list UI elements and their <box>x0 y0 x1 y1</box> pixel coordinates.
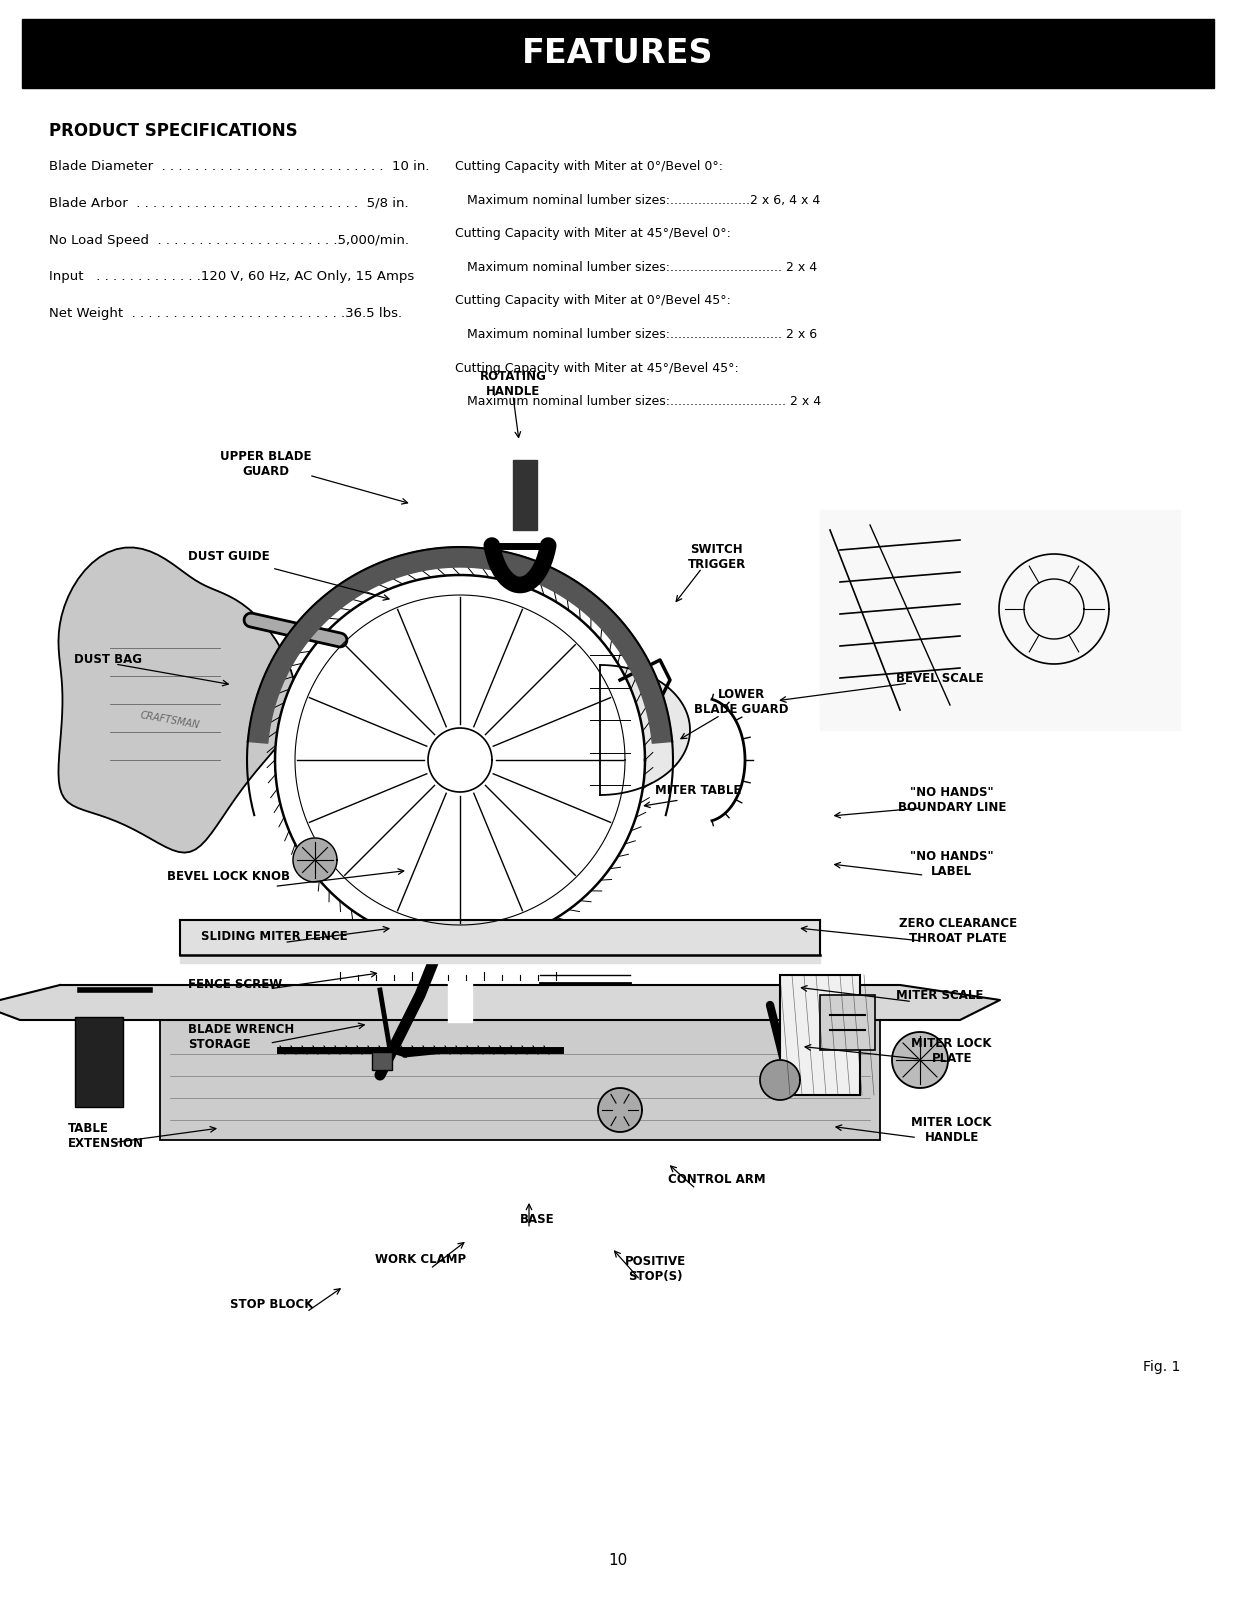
Text: BEVEL SCALE: BEVEL SCALE <box>896 672 983 685</box>
Text: SLIDING MITER FENCE: SLIDING MITER FENCE <box>201 930 349 942</box>
Text: BASE: BASE <box>520 1213 555 1226</box>
Polygon shape <box>598 1088 641 1131</box>
Text: Cutting Capacity with Miter at 0°/Bevel 0°:: Cutting Capacity with Miter at 0°/Bevel … <box>455 160 723 173</box>
Text: Cutting Capacity with Miter at 0°/Bevel 45°:: Cutting Capacity with Miter at 0°/Bevel … <box>455 294 730 307</box>
Polygon shape <box>513 461 536 530</box>
Bar <box>819 995 875 1050</box>
Text: Blade Diameter  . . . . . . . . . . . . . . . . . . . . . . . . . . .  10 in.: Blade Diameter . . . . . . . . . . . . .… <box>49 160 430 173</box>
Text: FEATURES: FEATURES <box>523 37 713 70</box>
Text: Maximum nominal lumber sizes:............................. 2 x 4: Maximum nominal lumber sizes:...........… <box>455 395 821 408</box>
Text: WORK CLAMP: WORK CLAMP <box>375 1253 466 1266</box>
Text: Net Weight  . . . . . . . . . . . . . . . . . . . . . . . . . .36.5 lbs.: Net Weight . . . . . . . . . . . . . . .… <box>49 307 403 320</box>
Bar <box>75 1018 124 1107</box>
Text: POSITIVE
STOP(S): POSITIVE STOP(S) <box>624 1254 686 1283</box>
Text: CRAFTSMAN: CRAFTSMAN <box>140 710 200 730</box>
Text: Fig. 1: Fig. 1 <box>1143 1360 1180 1374</box>
Text: DUST GUIDE: DUST GUIDE <box>188 550 269 563</box>
Polygon shape <box>428 728 492 792</box>
Polygon shape <box>599 666 690 795</box>
Text: ROTATING
HANDLE: ROTATING HANDLE <box>480 370 546 398</box>
Text: FENCE SCREW: FENCE SCREW <box>188 978 282 990</box>
Text: UPPER BLADE
GUARD: UPPER BLADE GUARD <box>220 450 311 478</box>
Text: BEVEL LOCK KNOB: BEVEL LOCK KNOB <box>167 870 290 883</box>
Text: MITER LOCK
HANDLE: MITER LOCK HANDLE <box>911 1115 993 1144</box>
Polygon shape <box>819 510 1180 730</box>
Bar <box>780 974 860 1094</box>
Text: Input   . . . . . . . . . . . . .120 V, 60 Hz, AC Only, 15 Amps: Input . . . . . . . . . . . . .120 V, 60… <box>49 270 415 283</box>
Bar <box>22 19 1214 88</box>
Text: "NO HANDS"
LABEL: "NO HANDS" LABEL <box>910 850 994 878</box>
Polygon shape <box>247 547 672 742</box>
Polygon shape <box>293 838 337 882</box>
Polygon shape <box>0 986 1000 1021</box>
Text: Cutting Capacity with Miter at 45°/Bevel 0°:: Cutting Capacity with Miter at 45°/Bevel… <box>455 227 730 240</box>
Polygon shape <box>180 920 819 963</box>
Polygon shape <box>447 982 472 1022</box>
Text: PRODUCT SPECIFICATIONS: PRODUCT SPECIFICATIONS <box>49 122 298 139</box>
Polygon shape <box>58 547 297 853</box>
Text: DUST BAG: DUST BAG <box>74 653 142 666</box>
Text: LOWER
BLADE GUARD: LOWER BLADE GUARD <box>695 688 789 717</box>
Text: MITER LOCK
PLATE: MITER LOCK PLATE <box>911 1037 993 1066</box>
Text: STOP BLOCK: STOP BLOCK <box>230 1298 314 1310</box>
Text: Maximum nominal lumber sizes:............................ 2 x 6: Maximum nominal lumber sizes:...........… <box>455 328 817 341</box>
Text: No Load Speed  . . . . . . . . . . . . . . . . . . . . . .5,000/min.: No Load Speed . . . . . . . . . . . . . … <box>49 234 409 246</box>
Text: CONTROL ARM: CONTROL ARM <box>669 1173 765 1186</box>
Text: 10: 10 <box>608 1554 628 1568</box>
Polygon shape <box>760 1061 800 1099</box>
Text: MITER TABLE: MITER TABLE <box>655 784 742 797</box>
Text: Maximum nominal lumber sizes:............................ 2 x 4: Maximum nominal lumber sizes:...........… <box>455 261 817 274</box>
Text: "NO HANDS"
BOUNDARY LINE: "NO HANDS" BOUNDARY LINE <box>897 786 1006 814</box>
Text: Cutting Capacity with Miter at 45°/Bevel 45°:: Cutting Capacity with Miter at 45°/Bevel… <box>455 362 739 374</box>
Polygon shape <box>892 1032 948 1088</box>
Bar <box>159 1021 880 1139</box>
Text: Maximum nominal lumber sizes:....................2 x 6, 4 x 4: Maximum nominal lumber sizes:...........… <box>455 194 821 206</box>
Text: ZERO CLEARANCE
THROAT PLATE: ZERO CLEARANCE THROAT PLATE <box>899 917 1017 946</box>
Polygon shape <box>276 574 645 946</box>
Text: BLADE WRENCH
STORAGE: BLADE WRENCH STORAGE <box>188 1022 294 1051</box>
Text: Blade Arbor  . . . . . . . . . . . . . . . . . . . . . . . . . . .  5/8 in.: Blade Arbor . . . . . . . . . . . . . . … <box>49 197 409 210</box>
Bar <box>372 1053 392 1070</box>
Text: TABLE
EXTENSION: TABLE EXTENSION <box>68 1122 143 1150</box>
Text: SWITCH
TRIGGER: SWITCH TRIGGER <box>687 542 747 571</box>
Text: MITER SCALE: MITER SCALE <box>896 989 983 1002</box>
